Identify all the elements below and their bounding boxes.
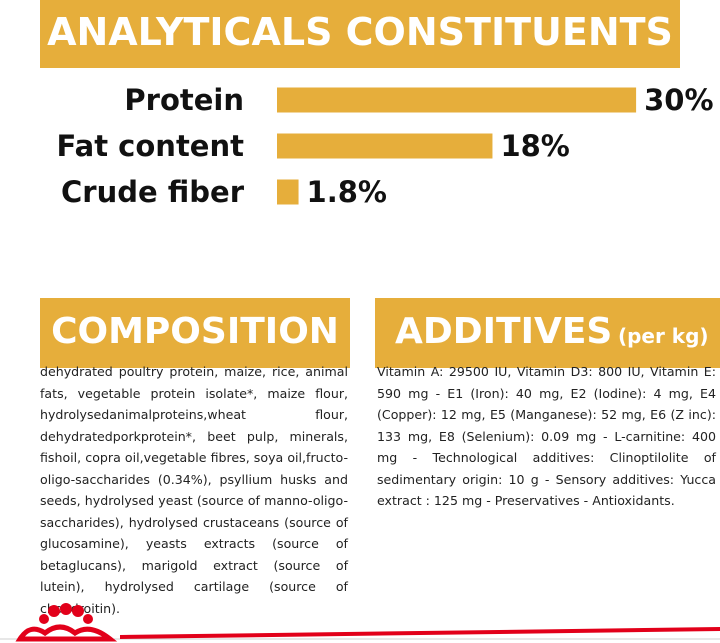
additives-banner: ADDITIVES (per kg) [375, 298, 720, 368]
category-label: Crude fiber [61, 175, 245, 209]
category-label: Protein [124, 83, 244, 117]
composition-banner: COMPOSITION [40, 298, 350, 368]
footer-stripe [120, 627, 720, 639]
additives-text: Vitamin A: 29500 IU, Vitamin D3: 800 IU,… [377, 364, 716, 508]
logo [15, 603, 118, 642]
footer [0, 603, 720, 642]
value-label: 30% [644, 83, 713, 117]
bar [277, 87, 637, 113]
header-banner: ANALYTICALS CONSTITUENTS [40, 0, 680, 68]
category-label: Fat content [57, 129, 245, 163]
bar [277, 133, 493, 159]
composition-text: dehydrated poultry protein, maize, rice,… [40, 364, 348, 616]
additives-subtitle: (per kg) [617, 324, 709, 348]
chart: Protein 30% Fat content 18% Crude fiber 1.8% [57, 83, 714, 209]
additives-title: ADDITIVES [395, 311, 613, 352]
value-label: 18% [500, 129, 569, 163]
value-label: 1.8% [307, 175, 387, 209]
header-title: ANALYTICALS CONSTITUENTS [47, 10, 673, 54]
bar [277, 179, 299, 205]
composition-title: COMPOSITION [51, 311, 339, 352]
